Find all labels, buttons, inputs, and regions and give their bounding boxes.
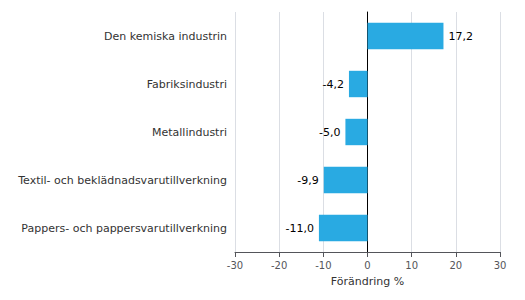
svg-text:-4,2: -4,2 [322,78,343,91]
svg-text:-20: -20 [271,260,287,271]
svg-text:30: 30 [494,260,507,271]
svg-text:-30: -30 [227,260,243,271]
svg-text:-5,0: -5,0 [319,126,340,139]
svg-text:Förändring %: Förändring % [331,275,404,288]
svg-text:-10: -10 [315,260,331,271]
svg-text:10: 10 [405,260,418,271]
svg-text:Fabriksindustri: Fabriksindustri [147,78,227,91]
svg-text:20: 20 [449,260,462,271]
svg-text:Den kemiska industrin: Den kemiska industrin [104,30,227,43]
svg-text:Textil- och beklädnadsvarutill: Textil- och beklädnadsvarutillverkning [17,174,227,187]
svg-text:Metallindustri: Metallindustri [152,126,227,139]
svg-text:17,2: 17,2 [448,30,473,43]
svg-text:-9,9: -9,9 [297,174,318,187]
svg-text:Pappers- och pappersvarutillve: Pappers- och pappersvarutillverkning [21,222,227,235]
svg-text:0: 0 [364,260,370,271]
svg-text:-11,0: -11,0 [285,222,313,235]
